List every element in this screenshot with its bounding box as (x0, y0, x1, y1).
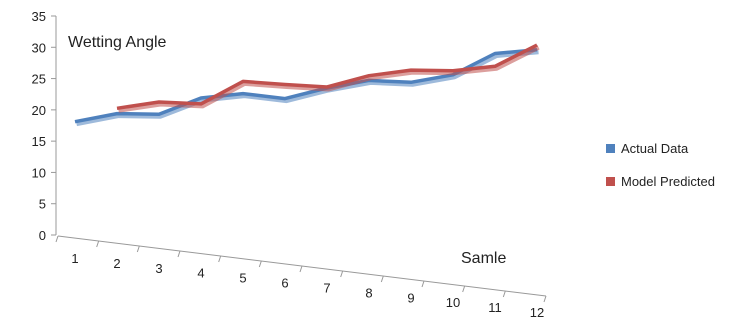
x-tick-mark (137, 246, 139, 252)
y-tick-label: 10 (32, 165, 46, 180)
legend-swatch-predicted (606, 177, 615, 186)
legend-item-actual: Actual Data (606, 138, 715, 158)
x-tick-label: 7 (323, 280, 330, 295)
x-tick-mark (56, 236, 58, 242)
y-tick-label: 35 (32, 9, 46, 24)
x-tick-label: 11 (488, 300, 502, 315)
legend-swatch-actual (606, 144, 615, 153)
x-tick-label: 5 (239, 271, 246, 286)
x-tick-mark (463, 286, 465, 292)
legend-label-predicted: Model Predicted (621, 174, 715, 189)
x-tick-mark (422, 281, 424, 287)
x-tick-label: 3 (155, 261, 162, 276)
x-tick-label: 1 (71, 251, 78, 266)
x-tick-label: 2 (113, 256, 120, 271)
x-tick-mark (219, 256, 221, 262)
y-tick-label: 5 (39, 197, 46, 212)
x-axis-label: Samle (461, 250, 506, 267)
series-depth-predicted (119, 47, 539, 110)
x-tick-label: 12 (530, 305, 544, 320)
x-tick-mark (300, 266, 302, 272)
x-tick-label: 4 (197, 266, 204, 281)
x-tick-label: 6 (281, 276, 288, 291)
x-tick-mark (503, 291, 505, 297)
x-tick-mark (259, 261, 261, 267)
y-tick-label: 0 (39, 228, 46, 243)
x-tick-mark (178, 251, 180, 257)
x-tick-label: 10 (446, 295, 460, 310)
chart-title: Wetting Angle (68, 34, 167, 51)
x-tick-mark (544, 296, 546, 302)
y-tick-label: 15 (32, 134, 46, 149)
y-tick-label: 25 (32, 72, 46, 87)
x-tick-mark (97, 241, 99, 247)
series-line-predicted (117, 45, 537, 108)
y-tick-label: 20 (32, 103, 46, 118)
x-tick-label: 9 (407, 290, 414, 305)
legend: Actual Data Model Predicted (606, 138, 715, 204)
y-tick-label: 30 (32, 40, 46, 55)
x-tick-mark (381, 276, 383, 282)
x-tick-mark (341, 271, 343, 277)
x-tick-label: 8 (365, 285, 372, 300)
legend-item-predicted: Model Predicted (606, 171, 715, 191)
legend-label-actual: Actual Data (621, 141, 688, 156)
